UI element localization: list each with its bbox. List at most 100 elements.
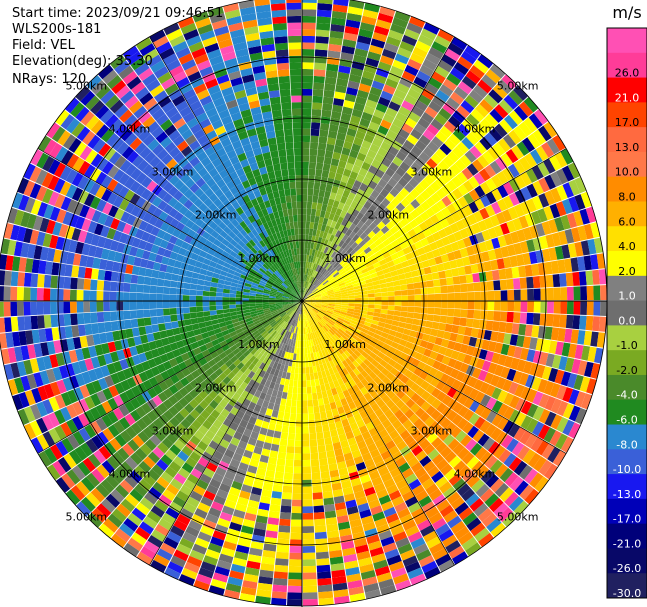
range-gate bbox=[24, 316, 32, 331]
range-gate bbox=[187, 424, 198, 435]
range-gate bbox=[293, 473, 302, 480]
range-gate bbox=[490, 259, 499, 271]
range-gate bbox=[539, 235, 549, 250]
range-gate bbox=[328, 319, 336, 325]
range-gate bbox=[431, 136, 444, 148]
range-gate bbox=[0, 317, 6, 333]
range-gate bbox=[154, 218, 164, 229]
range-gate bbox=[311, 286, 317, 293]
range-gate bbox=[431, 321, 440, 330]
range-gate bbox=[464, 94, 479, 109]
range-gate bbox=[388, 248, 397, 256]
range-gate bbox=[341, 234, 349, 242]
range-gate bbox=[384, 255, 393, 263]
range-gate bbox=[149, 293, 157, 301]
range-gate bbox=[112, 182, 124, 195]
range-gate bbox=[434, 35, 451, 48]
range-gate bbox=[193, 198, 204, 208]
range-gate bbox=[72, 337, 82, 350]
range-gate bbox=[331, 269, 338, 276]
range-gate bbox=[552, 450, 567, 467]
range-gate bbox=[328, 277, 336, 283]
range-gate bbox=[264, 311, 271, 316]
range-gate bbox=[363, 274, 372, 281]
range-gate bbox=[584, 361, 594, 378]
range-gate bbox=[212, 323, 220, 330]
range-gate bbox=[203, 315, 212, 322]
range-gate bbox=[364, 227, 373, 236]
range-gate bbox=[301, 301, 302, 308]
range-gate bbox=[152, 331, 162, 341]
range-gate bbox=[457, 266, 466, 276]
range-gate bbox=[310, 310, 316, 317]
range-gate bbox=[568, 196, 580, 212]
range-gate bbox=[309, 333, 313, 340]
range-gate bbox=[404, 28, 420, 41]
range-gate bbox=[117, 447, 130, 461]
range-gate bbox=[177, 275, 186, 283]
range-gate bbox=[181, 367, 191, 377]
range-gate bbox=[224, 280, 232, 286]
range-gate bbox=[176, 340, 185, 349]
range-gate bbox=[124, 475, 138, 489]
range-gate bbox=[170, 374, 180, 385]
range-gate bbox=[505, 322, 513, 334]
range-gate bbox=[361, 111, 373, 122]
range-gate bbox=[285, 399, 292, 407]
range-gate bbox=[520, 301, 528, 313]
range-gate bbox=[359, 182, 368, 192]
range-gate bbox=[311, 287, 318, 293]
range-gate bbox=[467, 376, 478, 388]
range-gate bbox=[130, 452, 143, 466]
range-gate bbox=[13, 209, 25, 226]
range-gate bbox=[169, 174, 180, 186]
range-gate bbox=[560, 301, 568, 314]
range-gate bbox=[302, 387, 307, 394]
range-gate bbox=[208, 381, 218, 391]
range-gate bbox=[186, 264, 195, 272]
range-gate bbox=[436, 188, 447, 200]
range-gate bbox=[353, 398, 362, 408]
range-gate bbox=[316, 250, 321, 258]
range-gate bbox=[156, 229, 166, 239]
range-gate bbox=[326, 321, 333, 328]
range-gate bbox=[341, 301, 349, 304]
range-gate bbox=[168, 129, 181, 142]
range-gate bbox=[289, 413, 297, 421]
range-gate bbox=[105, 260, 114, 271]
range-gate bbox=[302, 208, 307, 215]
range-gate bbox=[156, 278, 165, 287]
range-gate bbox=[526, 198, 537, 213]
range-gate bbox=[62, 351, 72, 365]
range-gate bbox=[497, 198, 508, 212]
range-gate bbox=[349, 592, 366, 603]
range-gate bbox=[307, 353, 312, 361]
range-gate bbox=[272, 263, 279, 271]
range-gate bbox=[392, 257, 401, 266]
range-gate bbox=[205, 226, 215, 235]
range-gate bbox=[504, 355, 514, 368]
range-gate bbox=[90, 196, 101, 210]
range-gate bbox=[508, 129, 522, 145]
range-gate bbox=[421, 294, 428, 301]
range-gate bbox=[351, 61, 365, 71]
range-gate bbox=[336, 78, 349, 87]
range-gate bbox=[405, 213, 415, 223]
range-gate bbox=[412, 276, 420, 283]
range-gate bbox=[271, 410, 279, 418]
range-gate bbox=[85, 95, 100, 111]
range-gate bbox=[70, 277, 78, 290]
range-gate bbox=[333, 0, 349, 7]
range-gate bbox=[391, 207, 401, 217]
range-gate bbox=[286, 352, 291, 360]
range-gate bbox=[147, 358, 157, 369]
range-gate bbox=[78, 398, 90, 413]
range-gate bbox=[92, 257, 101, 269]
range-gate bbox=[284, 323, 289, 330]
range-gate bbox=[587, 239, 597, 255]
range-gate bbox=[303, 307, 306, 314]
range-gate bbox=[286, 309, 293, 315]
range-gate bbox=[494, 482, 509, 498]
range-gate bbox=[254, 274, 262, 280]
range-gate bbox=[273, 430, 282, 439]
